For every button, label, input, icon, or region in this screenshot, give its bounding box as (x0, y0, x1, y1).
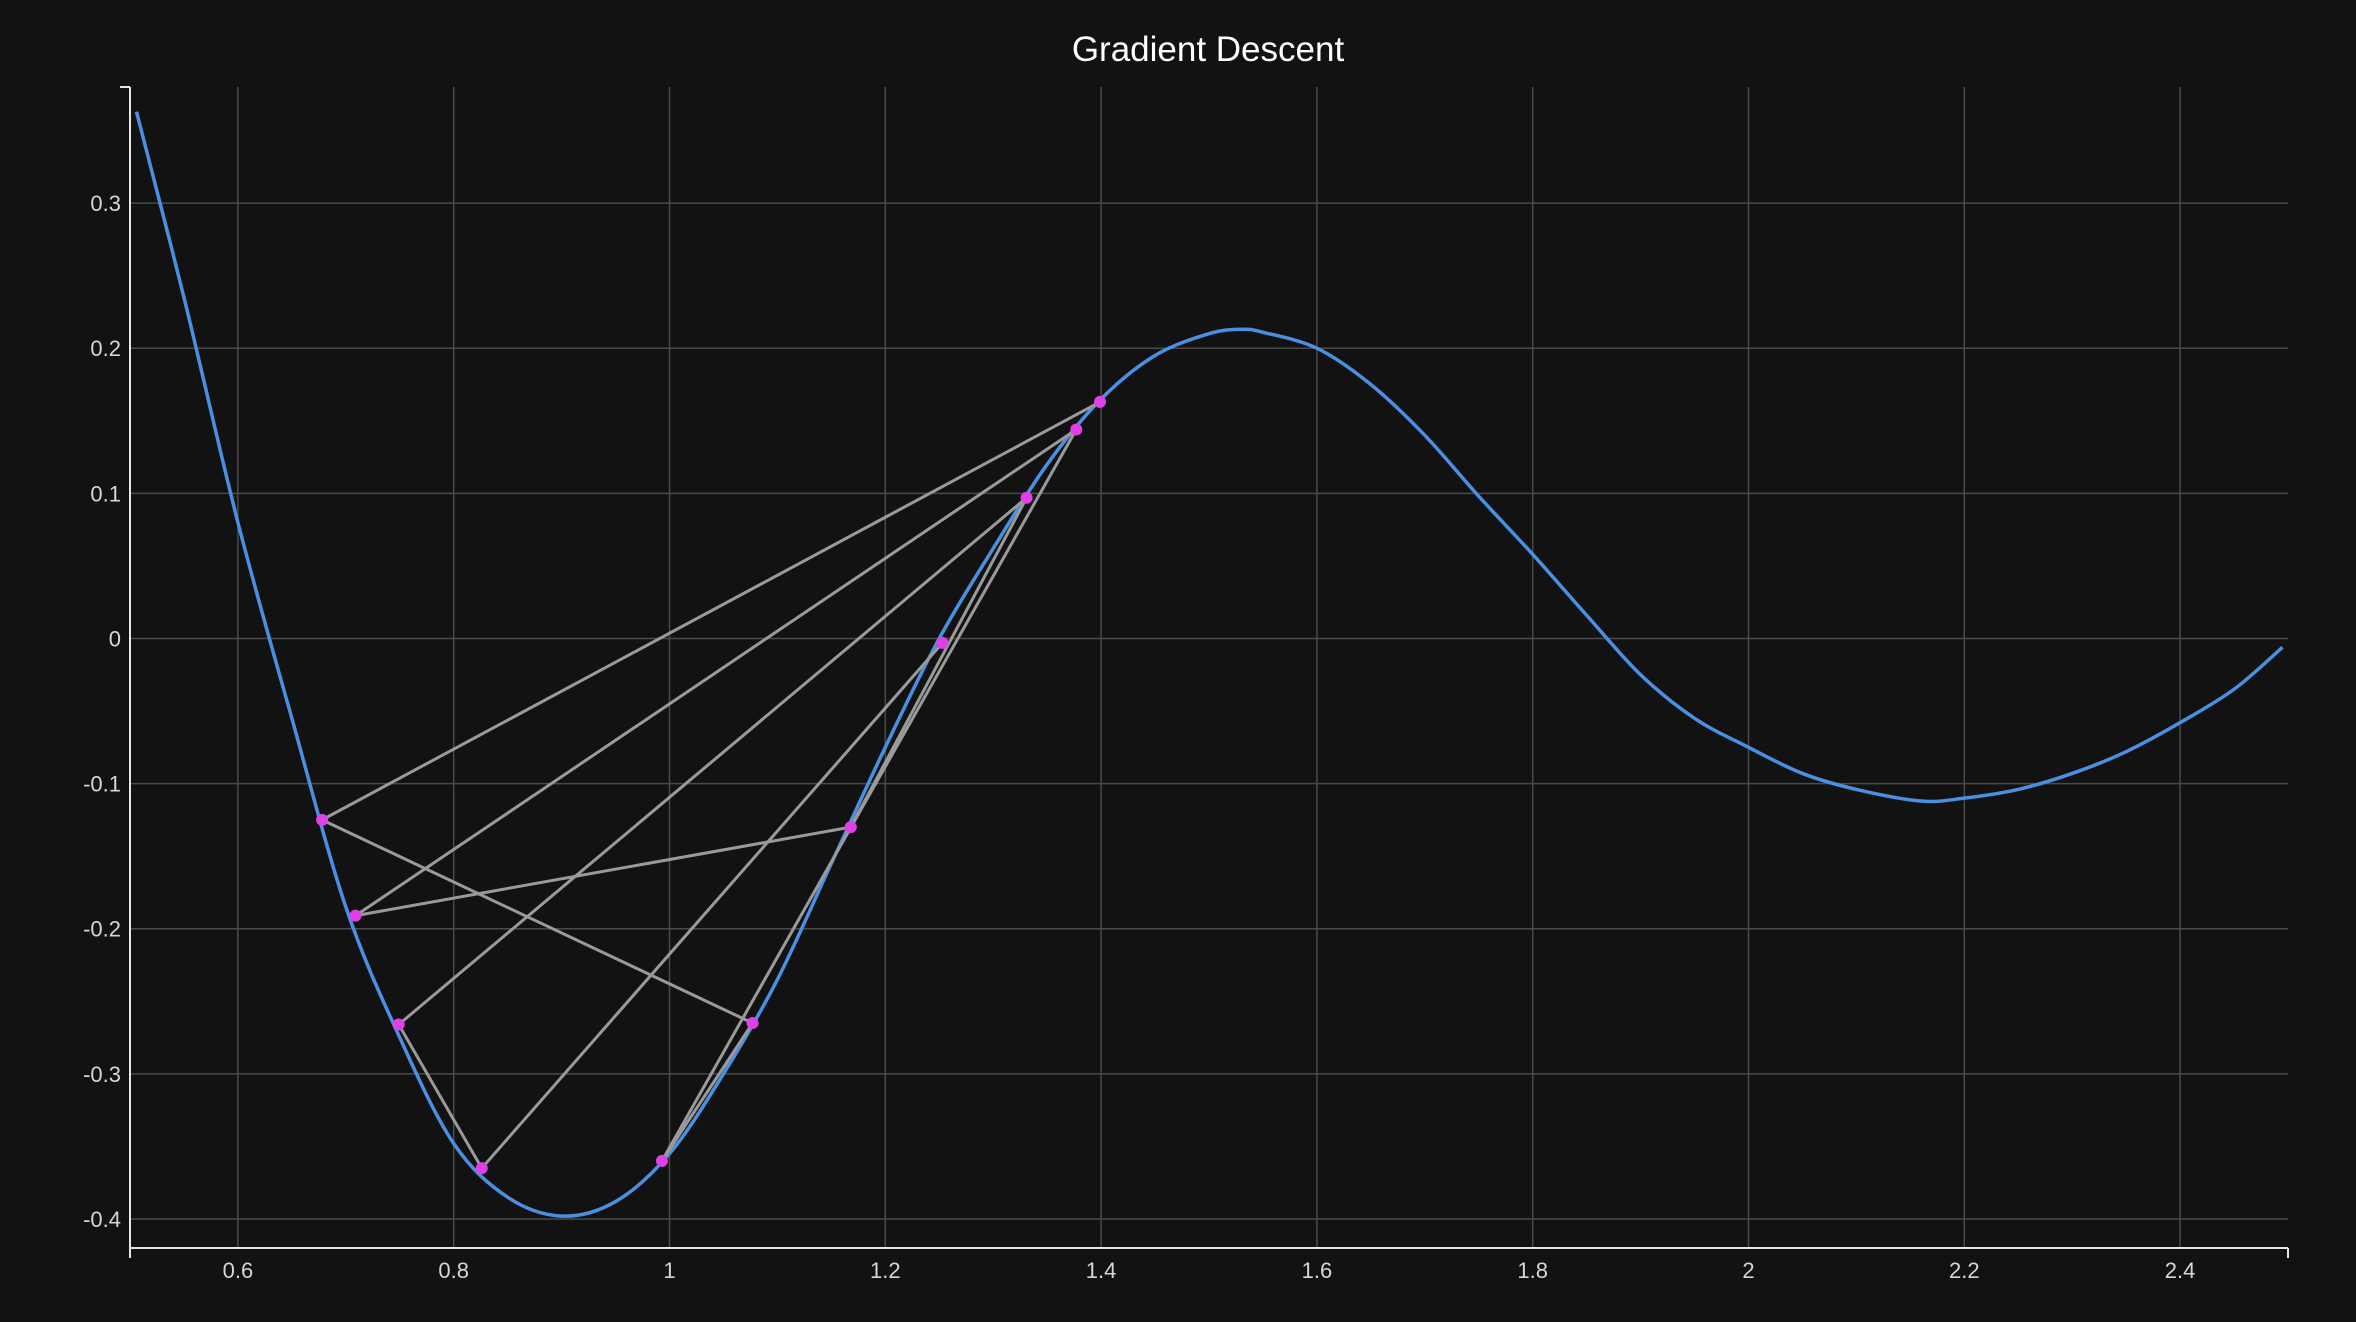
x-tick-label: 2.2 (1949, 1258, 1980, 1283)
descent-step-segment (480, 641, 944, 1170)
descent-points-layer (316, 395, 1107, 1175)
x-tick-label: 2.4 (2165, 1258, 2196, 1283)
descent-point (936, 636, 949, 649)
descent-point (349, 909, 362, 922)
descent-point (655, 1154, 668, 1167)
x-tick-label: 1.2 (870, 1258, 901, 1283)
descent-point (1070, 423, 1083, 436)
descent-point (392, 1018, 405, 1031)
descent-path-layer (321, 400, 1101, 1170)
x-tick-label: 1.4 (1086, 1258, 1117, 1283)
chart-title: Gradient Descent (1072, 30, 1345, 69)
y-tick-label: -0.1 (83, 772, 121, 797)
descent-point (1094, 395, 1107, 408)
x-tick-label: 0.6 (223, 1258, 254, 1283)
descent-step-segment (321, 400, 1101, 822)
descent-step-segment (321, 818, 754, 1025)
function-curve (134, 111, 2284, 1218)
y-tick-label: -0.2 (83, 917, 121, 942)
descent-step-segment (397, 496, 1028, 1026)
descent-step-segment (849, 496, 1028, 828)
descent-step-segment (354, 428, 1078, 917)
x-tick-label: 1.6 (1302, 1258, 1333, 1283)
grid (130, 87, 2288, 1248)
y-tick-label: -0.3 (83, 1062, 121, 1087)
descent-point (746, 1017, 759, 1030)
y-tick-label: 0.2 (90, 336, 121, 361)
y-tick-label: -0.4 (83, 1207, 121, 1232)
descent-point (844, 821, 857, 834)
descent-step-segment (397, 1023, 484, 1169)
x-tick-label: 0.8 (438, 1258, 469, 1283)
descent-point (316, 813, 329, 826)
y-tick-label: 0 (109, 626, 121, 651)
y-tick-label: 0.1 (90, 481, 121, 506)
function-curve-layer (134, 111, 2284, 1218)
axes: 0.6 0.8 1 1.2 1.4 1.6 1.8 2 2.2 2.4 -0.4 -0.3 -0.2 -0… (83, 86, 2289, 1283)
x-tick-label: 1 (663, 1258, 675, 1283)
descent-step-segment (660, 1022, 754, 1162)
x-tick-label: 2 (1742, 1258, 1754, 1283)
descent-point (1020, 491, 1033, 504)
descent-point (475, 1162, 488, 1175)
x-tick-label: 1.8 (1517, 1258, 1548, 1283)
y-tick-label: 0.3 (90, 191, 121, 216)
